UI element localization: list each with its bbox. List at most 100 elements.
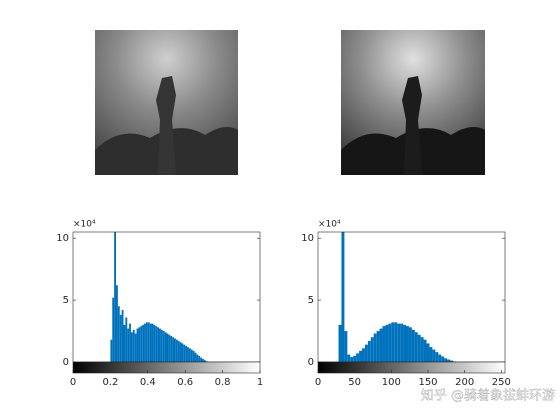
x-tick-label: 150 — [418, 377, 437, 388]
bar — [130, 332, 133, 362]
bar — [406, 326, 409, 362]
bar — [200, 357, 203, 362]
bar — [145, 322, 148, 362]
bar — [426, 343, 430, 362]
bar — [190, 349, 193, 362]
bar — [367, 340, 371, 362]
bar — [116, 285, 118, 362]
bar — [173, 338, 176, 362]
histogram: 0 5 10 ×10⁴ 0 50 100 150 200 250 — [301, 220, 511, 389]
y-tick-label: 0 — [63, 357, 69, 368]
x-tick-label: 50 — [348, 377, 361, 388]
bar — [344, 331, 348, 362]
bar — [196, 354, 199, 362]
bar — [400, 323, 404, 362]
bar — [119, 314, 122, 362]
x-tick-label: 0.2 — [102, 377, 118, 388]
bar — [203, 360, 206, 362]
bar — [155, 326, 158, 362]
bar — [144, 323, 146, 362]
bar — [202, 358, 204, 362]
bar — [188, 348, 191, 362]
bar — [429, 347, 433, 362]
bar — [166, 333, 169, 362]
y-exponent: ×10⁴ — [73, 220, 96, 230]
bar — [359, 350, 362, 362]
bar — [140, 326, 143, 362]
x-tick-label: 0 — [70, 377, 76, 388]
bar — [142, 324, 145, 362]
bar — [382, 326, 386, 362]
x-tick-label: 250 — [492, 377, 511, 388]
bar — [450, 360, 453, 362]
bar — [112, 297, 115, 362]
bar — [411, 329, 415, 362]
bar — [181, 343, 184, 362]
bar — [159, 328, 161, 362]
bar — [157, 327, 160, 362]
bar — [168, 334, 171, 362]
bar — [417, 334, 421, 362]
bar — [162, 331, 165, 362]
bar — [420, 337, 424, 362]
bar — [373, 333, 377, 362]
bar — [134, 333, 137, 362]
y-tick-label: 10 — [56, 233, 69, 244]
bar — [132, 329, 135, 362]
bar — [121, 310, 124, 362]
y-exponent: ×10⁴ — [318, 220, 341, 230]
bar — [391, 322, 395, 362]
bar — [388, 323, 392, 362]
x-tick-label: 0.8 — [215, 377, 231, 388]
bar — [175, 339, 178, 362]
bar — [362, 348, 365, 362]
bar — [353, 355, 357, 362]
y-tick-label: 5 — [63, 295, 69, 306]
bar — [350, 357, 354, 362]
x-tick-label: 1 — [257, 377, 263, 388]
bar — [136, 328, 139, 362]
bar — [452, 361, 456, 362]
bar — [160, 329, 163, 362]
bar — [153, 324, 156, 362]
bar — [172, 337, 174, 362]
colorbar — [317, 361, 506, 374]
bar — [192, 350, 195, 362]
colorbar — [72, 361, 261, 374]
bar — [205, 361, 208, 362]
x-tick-label: 0.4 — [140, 377, 156, 388]
bar — [376, 331, 380, 362]
image-original — [95, 30, 238, 175]
bar — [379, 328, 383, 362]
bar — [370, 337, 374, 362]
bar — [364, 344, 368, 362]
bar — [179, 342, 182, 362]
bar — [147, 322, 150, 362]
y-tick-label: 10 — [301, 233, 314, 244]
bar — [127, 328, 130, 362]
bar — [110, 339, 113, 362]
bar — [185, 345, 188, 362]
bar — [164, 332, 167, 362]
bar — [125, 317, 128, 362]
bar — [385, 324, 389, 362]
bar — [194, 352, 197, 362]
histogram: 0 5 10 ×10⁴ 0 0.2 0.4 0.6 0.8 1 — [56, 220, 263, 389]
bar — [356, 353, 360, 362]
bar — [198, 355, 201, 362]
bar — [177, 340, 180, 362]
bar — [341, 232, 345, 362]
bar — [435, 352, 439, 362]
bar — [414, 332, 418, 362]
bar — [129, 323, 131, 362]
bar — [347, 354, 351, 362]
bar — [441, 356, 445, 362]
x-tick-label: 0.6 — [177, 377, 193, 388]
bar — [187, 347, 189, 362]
bar — [149, 323, 152, 362]
bar — [338, 324, 342, 362]
bar — [403, 324, 406, 362]
bar — [397, 323, 401, 362]
bar — [114, 232, 117, 362]
